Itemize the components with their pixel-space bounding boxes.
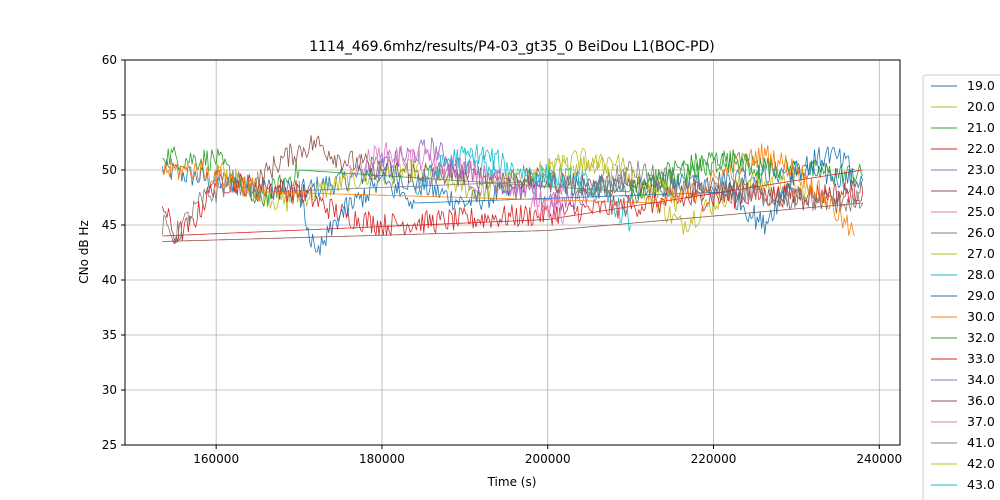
legend-entry: 41.0 xyxy=(967,435,995,450)
x-tick-label: 200000 xyxy=(525,452,571,466)
series-line-41-0 xyxy=(588,171,631,198)
legend-entry: 30.0 xyxy=(967,309,995,324)
legend-entry: 23.0 xyxy=(967,162,995,177)
axis-ticks: 160000 180000 200000 220000 240000 25 30 35 40 45… xyxy=(102,53,902,466)
legend-entry: 25.0 xyxy=(967,204,995,219)
y-tick-label: 55 xyxy=(102,108,117,122)
series-line-36-0 xyxy=(162,202,863,242)
y-tick-label: 35 xyxy=(102,328,117,342)
series-line-26-0 xyxy=(161,160,864,244)
legend-entry: 33.0 xyxy=(967,351,995,366)
x-tick-label: 240000 xyxy=(856,452,902,466)
series-line-29-0 xyxy=(298,146,855,256)
series-line-37-0 xyxy=(530,192,565,226)
legend-entry: 37.0 xyxy=(967,414,995,429)
y-tick-label: 30 xyxy=(102,383,117,397)
series-line-30-0 xyxy=(161,143,855,237)
series-line-25-0 xyxy=(348,142,565,214)
series-line-27-0 xyxy=(547,148,615,180)
legend-entry: 36.0 xyxy=(967,393,995,408)
legend-entry: 32.0 xyxy=(967,330,995,345)
x-tick-label: 180000 xyxy=(359,452,405,466)
legend-entry: 21.0 xyxy=(967,120,995,135)
y-tick-label: 60 xyxy=(102,53,117,67)
grid xyxy=(125,59,900,446)
series-lines xyxy=(161,135,864,256)
chart-title: 1114_469.6mhz/results/P4-03_gt35_0 BeiDo… xyxy=(309,39,715,55)
y-axis-label: CNo dB Hz xyxy=(77,220,91,284)
legend-entry: 26.0 xyxy=(967,225,995,240)
legend-entry: 27.0 xyxy=(967,246,995,261)
plot-frame xyxy=(124,59,901,446)
x-tick-label: 160000 xyxy=(193,452,239,466)
legend-entry: 20.0 xyxy=(967,99,995,114)
x-axis-label: Time (s) xyxy=(487,475,537,489)
series-line-43-0 xyxy=(464,150,499,179)
y-tick-label: 40 xyxy=(102,273,117,287)
legend-entry: 28.0 xyxy=(967,267,995,282)
legend-entry: 24.0 xyxy=(967,183,995,198)
series-line-33-0 xyxy=(162,169,863,237)
legend-entry: 34.0 xyxy=(967,372,995,387)
series-line-32-0 xyxy=(630,149,764,200)
legend-entry: 19.0 xyxy=(967,78,995,93)
legend-entry: 29.0 xyxy=(967,288,995,303)
legend-entry: 43.0 xyxy=(967,477,995,492)
legend-entry: 42.0 xyxy=(967,456,995,471)
y-tick-label: 50 xyxy=(102,163,117,177)
y-tick-label: 25 xyxy=(102,438,117,452)
series-line-34-0 xyxy=(414,160,482,201)
x-tick-label: 220000 xyxy=(691,452,737,466)
y-tick-label: 45 xyxy=(102,218,117,232)
legend-entry: 22.0 xyxy=(967,141,995,156)
legend-box xyxy=(922,74,1000,500)
legend: 19.0 20.0 21.0 22.0 23.0 24.0 25.0 26.0 27.0 28.0… xyxy=(922,74,1000,500)
series-line-21-0 xyxy=(162,146,864,208)
series-line-28-0 xyxy=(414,144,631,232)
series-line-42-0 xyxy=(646,172,681,213)
